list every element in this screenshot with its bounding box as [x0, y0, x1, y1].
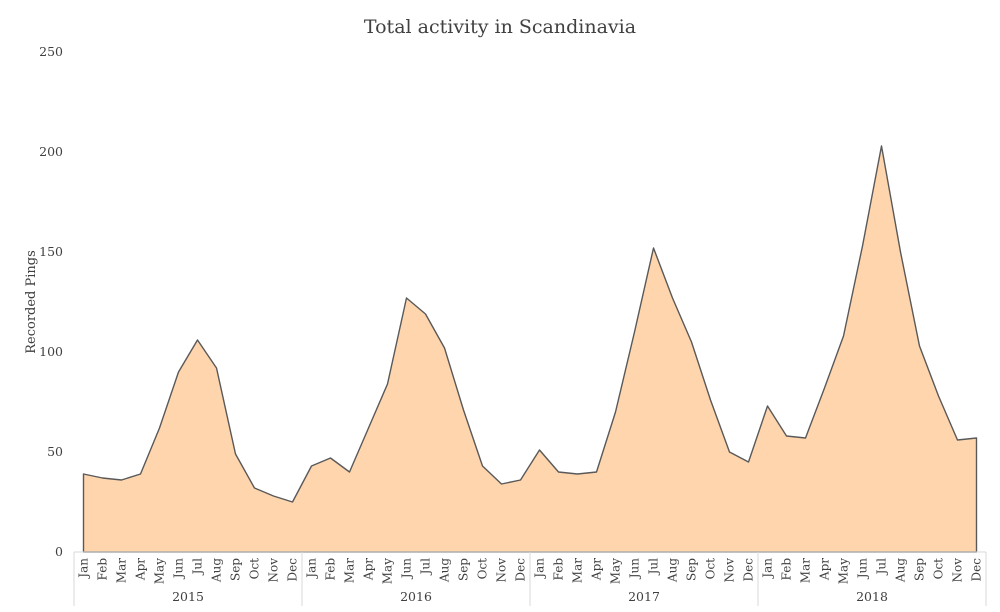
- x-tick-label-month: Aug: [894, 558, 908, 583]
- x-tick-label-month: Apr: [590, 558, 604, 581]
- x-tick-label-month: Jun: [172, 558, 186, 581]
- series-area: [82, 145, 978, 553]
- x-tick-label-month: Sep: [229, 558, 243, 581]
- x-tick-label-month: Jan: [305, 558, 319, 580]
- x-tick-label-month: May: [153, 558, 167, 584]
- x-tick-label-month: Oct: [932, 558, 946, 580]
- x-tick-label-year: 2017: [628, 589, 660, 604]
- x-tick-label-month: Dec: [286, 558, 300, 582]
- x-tick-label-year: 2015: [172, 589, 204, 604]
- y-axis-label: Recorded Pings: [24, 250, 39, 354]
- x-tick-label-month: Oct: [248, 558, 262, 580]
- x-tick-label-month: Jul: [647, 558, 661, 577]
- x-tick-label-month: Jul: [191, 558, 205, 577]
- x-tick-label-month: Nov: [267, 558, 281, 583]
- x-tick-label-month: Jun: [628, 558, 642, 581]
- x-tick-label-month: Apr: [134, 558, 148, 581]
- x-tick-label-month: Aug: [438, 558, 452, 583]
- x-tick-label-month: Oct: [704, 558, 718, 580]
- x-tick-label-month: Sep: [913, 558, 927, 581]
- chart-title: Total activity in Scandinavia: [364, 16, 636, 38]
- y-tick-label: 150: [39, 244, 63, 259]
- x-tick-label-year: 2018: [856, 589, 888, 604]
- x-tick-label-month: May: [837, 558, 851, 584]
- x-tick-label-month: Oct: [476, 558, 490, 580]
- y-tick-label: 250: [39, 44, 63, 59]
- x-tick-label-month: May: [609, 558, 623, 584]
- x-tick-label-month: Jan: [533, 558, 547, 580]
- y-tick-label: 100: [39, 344, 63, 359]
- y-tick-label: 50: [47, 444, 63, 459]
- x-tick-label-month: Jan: [761, 558, 775, 580]
- plot-area: [82, 145, 978, 553]
- x-tick-label-month: Jan: [77, 558, 91, 580]
- x-tick-label-year: 2016: [400, 589, 432, 604]
- x-tick-label-month: Feb: [552, 558, 566, 581]
- x-tick-label-month: Nov: [495, 558, 509, 583]
- x-tick-label-month: Mar: [799, 558, 813, 583]
- x-tick-label-month: Sep: [685, 558, 699, 581]
- x-tick-label-month: Dec: [514, 558, 528, 582]
- y-tick-label: 200: [39, 144, 63, 159]
- x-tick-label-month: Jun: [400, 558, 414, 581]
- x-tick-label-month: Jul: [419, 558, 433, 577]
- y-tick-label: 0: [55, 544, 63, 559]
- x-tick-label-month: Sep: [457, 558, 471, 581]
- x-tick-label-month: Jun: [856, 558, 870, 581]
- x-tick-label-month: Nov: [723, 558, 737, 583]
- x-tick-label-month: Dec: [742, 558, 756, 582]
- x-tick-label-month: Aug: [210, 558, 224, 583]
- x-tick-label-month: Mar: [571, 558, 585, 583]
- x-tick-label-month: Apr: [818, 558, 832, 581]
- x-tick-label-month: Dec: [970, 558, 984, 582]
- x-tick-label-month: Nov: [951, 558, 965, 583]
- x-axis: Jan Feb Mar Apr May Jun Jul Aug Sep Oct Nov Dec Jan F…: [73, 551, 987, 606]
- x-tick-label-month: Jul: [875, 558, 889, 577]
- x-tick-label-month: Feb: [780, 558, 794, 581]
- x-tick-label-month: Mar: [343, 558, 357, 583]
- x-tick-label-month: Mar: [115, 558, 129, 583]
- x-tick-label-month: Apr: [362, 558, 376, 581]
- x-tick-label-month: Aug: [666, 558, 680, 583]
- x-tick-label-month: Feb: [324, 558, 338, 581]
- x-tick-label-month: Feb: [96, 558, 110, 581]
- x-tick-label-month: May: [381, 558, 395, 584]
- y-axis-ticks: 0 50 100 150 200 250: [39, 44, 63, 559]
